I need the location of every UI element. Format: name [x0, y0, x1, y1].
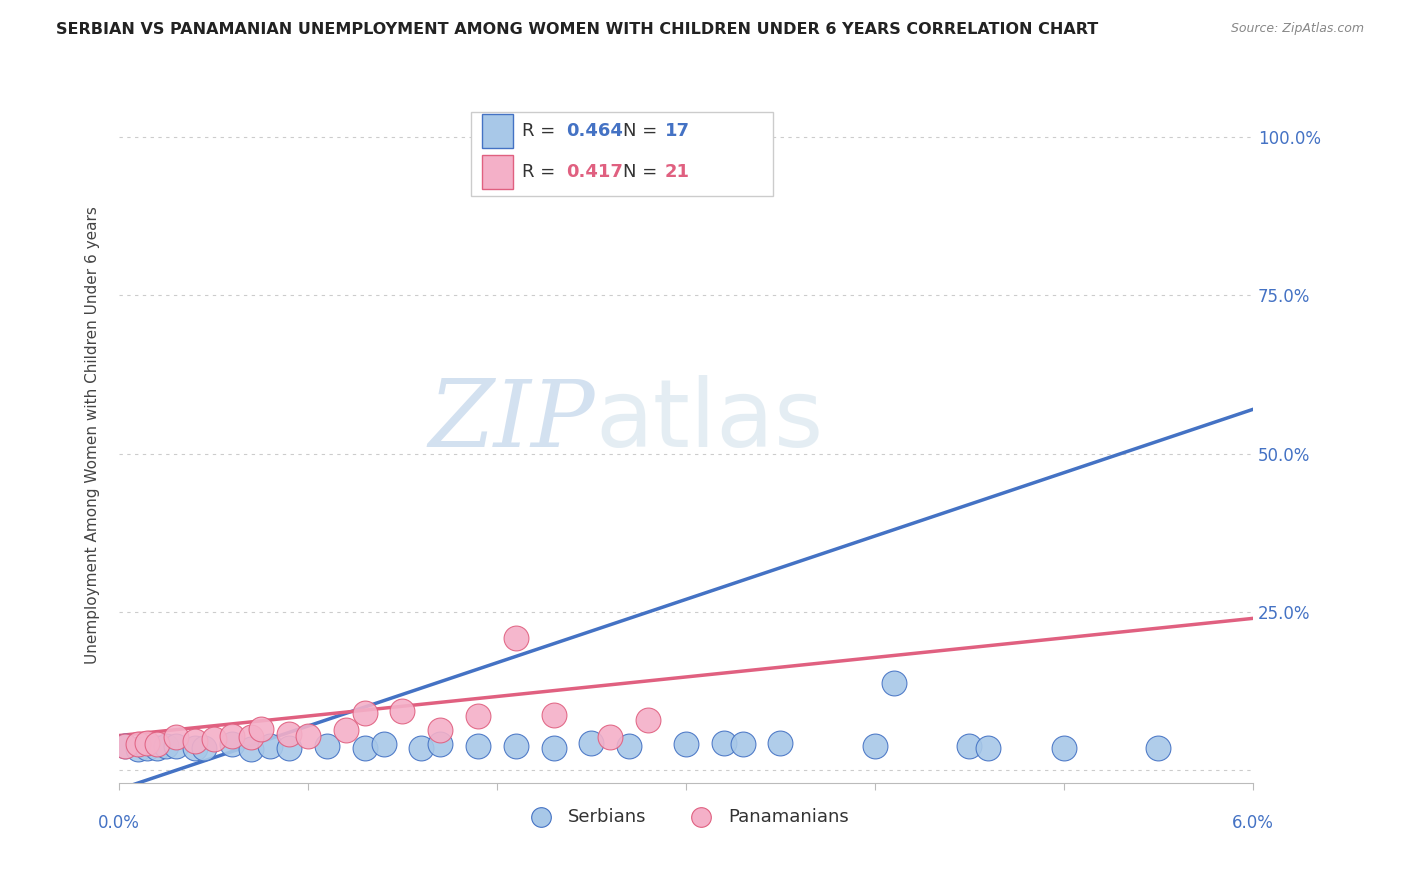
Point [165, 703, 187, 717]
Point [543, 723, 565, 737]
Text: 0.464: 0.464 [567, 122, 623, 140]
Point [467, 665, 489, 680]
Point [240, 703, 263, 717]
Point [505, 523, 527, 537]
Point [335, 690, 357, 705]
Point [259, 719, 281, 733]
Point [411, 723, 433, 737]
Text: 6.0%: 6.0% [1232, 814, 1274, 831]
Text: 0.417: 0.417 [567, 163, 623, 181]
Point [127, 725, 149, 739]
Point [957, 719, 980, 733]
Text: R =: R = [522, 163, 561, 181]
Point [316, 719, 339, 733]
Point [136, 723, 159, 737]
Point [883, 605, 905, 619]
Point [114, 719, 136, 733]
Point [183, 723, 205, 737]
Point [977, 723, 1000, 737]
Point [278, 697, 301, 711]
Text: 0.0%: 0.0% [98, 814, 141, 831]
Point [146, 723, 169, 737]
Text: R =: R = [522, 122, 561, 140]
Point [183, 709, 205, 723]
Point [373, 715, 395, 730]
Text: ZIP: ZIP [429, 376, 595, 466]
Point [193, 723, 215, 737]
Point [136, 713, 159, 727]
Point [581, 713, 603, 727]
Point [675, 715, 697, 730]
Point [221, 700, 243, 714]
Point [1053, 723, 1076, 737]
Point [221, 715, 243, 730]
Point [146, 715, 169, 730]
Point [731, 715, 754, 730]
Point [637, 672, 659, 686]
Point [155, 719, 177, 733]
Point [165, 719, 187, 733]
Point [769, 713, 792, 727]
Point [599, 703, 621, 717]
Text: 21: 21 [665, 163, 690, 181]
Point [114, 719, 136, 733]
Point [429, 690, 451, 705]
Text: N =: N = [623, 122, 662, 140]
Point [353, 723, 375, 737]
Point [713, 713, 735, 727]
Point [391, 656, 413, 670]
Point [297, 700, 319, 714]
Point [127, 715, 149, 730]
Point [353, 658, 375, 673]
Text: SERBIAN VS PANAMANIAN UNEMPLOYMENT AMONG WOMEN WITH CHILDREN UNDER 6 YEARS CORRE: SERBIAN VS PANAMANIAN UNEMPLOYMENT AMONG… [56, 22, 1098, 37]
Legend: Serbians, Panamanians: Serbians, Panamanians [516, 801, 856, 833]
Point [278, 723, 301, 737]
Text: Source: ZipAtlas.com: Source: ZipAtlas.com [1230, 22, 1364, 36]
Point [240, 725, 263, 739]
Point [249, 687, 271, 701]
Point [1147, 723, 1170, 737]
Text: 17: 17 [665, 122, 690, 140]
Point [429, 715, 451, 730]
Point [619, 719, 641, 733]
Point [202, 706, 225, 721]
Text: N =: N = [623, 163, 662, 181]
Y-axis label: Unemployment Among Women with Children Under 6 years: Unemployment Among Women with Children U… [86, 206, 100, 664]
Point [505, 719, 527, 733]
Point [863, 719, 886, 733]
Text: atlas: atlas [595, 375, 824, 467]
Point [543, 662, 565, 676]
Point [467, 719, 489, 733]
